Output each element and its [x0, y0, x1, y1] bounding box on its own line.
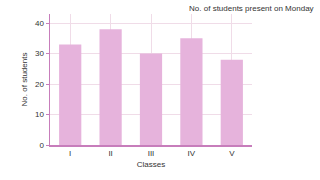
- svg-text:30: 30: [35, 49, 44, 58]
- svg-text:II: II: [108, 149, 112, 158]
- svg-text:10: 10: [35, 110, 44, 119]
- svg-text:No. of students: No. of students: [20, 53, 29, 107]
- svg-text:No. of students present on Mon: No. of students present on Monday: [189, 4, 314, 13]
- svg-text:Classes: Classes: [137, 160, 165, 169]
- svg-text:IV: IV: [188, 149, 196, 158]
- svg-text:I: I: [69, 149, 71, 158]
- svg-text:40: 40: [35, 19, 44, 28]
- svg-text:20: 20: [35, 80, 44, 89]
- svg-text:0: 0: [39, 141, 44, 150]
- svg-text:V: V: [229, 149, 235, 158]
- svg-text:III: III: [148, 149, 155, 158]
